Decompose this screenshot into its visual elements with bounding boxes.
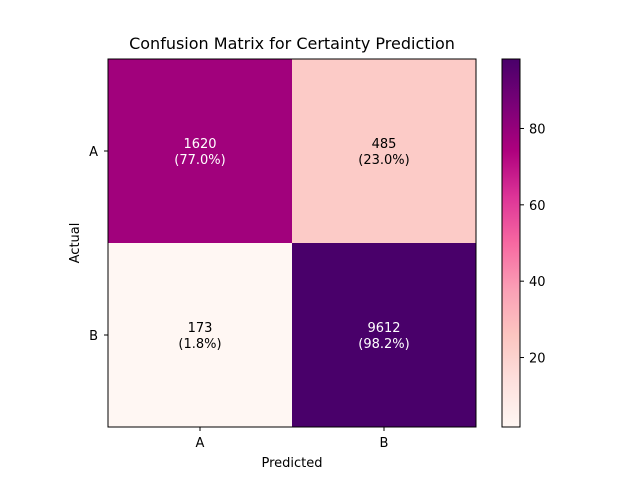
y-tick-label: B bbox=[89, 329, 98, 344]
cell-percent-label: (1.8%) bbox=[178, 337, 221, 352]
heatmap-cell bbox=[292, 243, 476, 427]
heatmap-cell bbox=[108, 243, 292, 427]
heatmap-cell bbox=[292, 59, 476, 243]
cell-count-label: 173 bbox=[188, 321, 213, 336]
colorbar-tick-label: 20 bbox=[529, 352, 546, 367]
cell-percent-label: (77.0%) bbox=[174, 153, 225, 168]
colorbar bbox=[501, 58, 521, 428]
x-tick-label: B bbox=[380, 436, 389, 451]
chart-title: Confusion Matrix for Certainty Predictio… bbox=[129, 34, 455, 53]
cell-percent-label: (23.0%) bbox=[358, 153, 409, 168]
cell-count-label: 485 bbox=[372, 137, 397, 152]
colorbar-tick-label: 60 bbox=[529, 199, 546, 214]
colorbar-tick-label: 80 bbox=[529, 122, 546, 137]
heatmap-cells: 1620(77.0%) 485(23.0%) 173(1.8%) 9612(98.2%… bbox=[108, 59, 476, 427]
x-axis-label: Predicted bbox=[261, 456, 322, 471]
colorbar-tick-label: 40 bbox=[529, 275, 546, 290]
plot-frame bbox=[107, 58, 477, 428]
y-axis-ticks: AB bbox=[89, 145, 108, 344]
x-tick-label: A bbox=[196, 436, 205, 451]
colorbar-ticks: 20 40 60 80 bbox=[520, 122, 546, 367]
cell-count-label: 9612 bbox=[367, 321, 400, 336]
y-tick-label: A bbox=[89, 145, 98, 160]
cell-count-label: 1620 bbox=[183, 137, 216, 152]
y-axis-label: Actual bbox=[68, 223, 83, 264]
cell-percent-label: (98.2%) bbox=[358, 337, 409, 352]
heatmap-cell bbox=[108, 59, 292, 243]
